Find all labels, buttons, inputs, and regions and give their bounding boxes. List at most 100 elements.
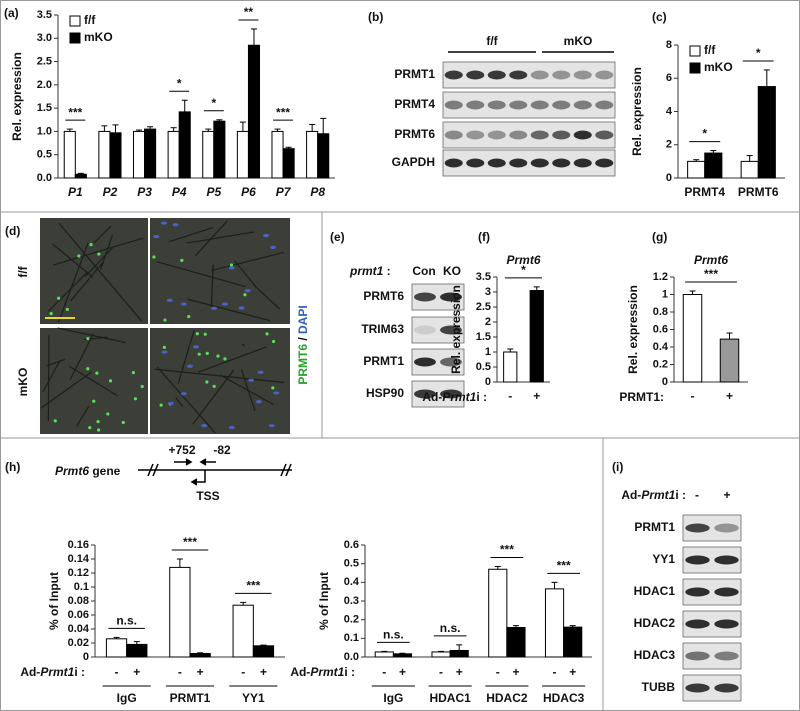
row-label: PRMT1 <box>394 67 435 81</box>
y-axis-label: % of Input <box>317 572 331 630</box>
bar <box>392 653 413 658</box>
cell-border <box>254 285 281 310</box>
error-bar <box>689 290 696 295</box>
prmt6-signal <box>108 379 113 383</box>
prmt6-signal <box>163 318 167 322</box>
band <box>487 158 506 168</box>
y-tick-label: 0.14 <box>68 553 90 565</box>
band <box>552 130 571 140</box>
bar <box>213 120 226 179</box>
nucleus <box>161 350 168 354</box>
prmt6-signal <box>86 367 90 371</box>
prmt6-signal <box>180 258 184 262</box>
cell-border <box>175 397 184 407</box>
error-bar <box>309 123 316 132</box>
stain-label: PRMT6 / DAPI <box>296 305 310 384</box>
x-tick-label: HDAC1 <box>429 691 471 705</box>
panel-label: (f) <box>478 230 490 244</box>
cell-border <box>177 330 195 385</box>
nucleus <box>228 266 235 270</box>
cell-border <box>241 343 246 347</box>
error-bar <box>507 348 514 352</box>
error-bar <box>456 644 463 651</box>
prmt6-signal <box>95 371 99 375</box>
bar <box>503 351 518 383</box>
condition-label: + <box>133 665 140 679</box>
band <box>530 100 549 110</box>
error-bar <box>381 650 388 652</box>
band <box>444 130 463 140</box>
y-tick-label: 0.5 <box>37 149 52 161</box>
error-bar <box>113 636 120 639</box>
prmt6-signal <box>272 339 276 344</box>
condition-label: - <box>553 665 557 679</box>
prmt6-signal <box>77 254 81 258</box>
bar <box>202 130 215 179</box>
bar <box>544 588 565 658</box>
legend-label: f/f <box>84 13 96 27</box>
y-tick-label: 0.5 <box>476 361 491 373</box>
y-axis-label: % of Input <box>47 572 61 630</box>
lane-label: Con <box>412 264 435 278</box>
error-bar <box>170 127 177 132</box>
bar <box>282 148 295 179</box>
prmt6-signal <box>92 399 96 403</box>
band <box>487 70 506 80</box>
y-tick-label: 0.6 <box>344 539 359 551</box>
cell-border <box>52 237 144 266</box>
prmt6-signal <box>229 263 234 267</box>
band <box>509 70 528 80</box>
error-bar <box>250 28 257 46</box>
nucleus <box>255 400 262 404</box>
bar <box>98 130 111 179</box>
stain: / <box>296 334 310 344</box>
nucleus <box>270 245 277 250</box>
y-tick-label: 0.2 <box>653 358 668 370</box>
row-label: PRMT6 <box>394 127 435 141</box>
bar <box>247 44 261 179</box>
bar <box>488 568 508 658</box>
error-bar <box>240 601 247 606</box>
x-tick-label: P3 <box>137 185 152 199</box>
x-tick-label: P4 <box>172 185 187 199</box>
y-tick-label: 1.2 <box>653 271 668 283</box>
row-label: TUBB <box>642 680 676 694</box>
error-bar <box>274 128 281 132</box>
cell-border <box>70 261 105 302</box>
panel-label: (b) <box>368 10 383 24</box>
cell-border <box>99 234 114 270</box>
label-part: Prmt1 <box>442 390 476 404</box>
y-tick-label: 0.06 <box>68 609 89 621</box>
panel-label: (d) <box>5 224 20 238</box>
treatment-label: Ad-Prmt1i : <box>621 488 686 502</box>
band <box>552 158 571 168</box>
nucleus <box>238 306 245 310</box>
condition-label: + <box>197 665 204 679</box>
y-axis-label: Rel. expression <box>449 285 463 374</box>
bar <box>167 130 180 179</box>
group-label: mKO <box>564 34 593 48</box>
bar <box>740 160 759 179</box>
x-tick-label: + <box>533 389 540 403</box>
treatment: i : <box>675 488 686 502</box>
row-label: mKO <box>16 368 30 397</box>
significance-label: * <box>521 263 526 277</box>
bar <box>374 651 394 658</box>
nucleus <box>257 370 264 374</box>
significance-label: *** <box>704 267 718 281</box>
prmt6-signal <box>57 296 61 300</box>
y-tick-label: 1 <box>662 288 668 300</box>
cell-border <box>68 365 118 397</box>
bar <box>449 649 469 658</box>
band <box>685 555 710 565</box>
nucleus <box>201 423 208 428</box>
treatment: Ad- <box>621 488 641 502</box>
significance-label: n.s. <box>383 628 404 642</box>
y-tick-label: 0.8 <box>653 306 668 318</box>
factor-label: prmt1 : <box>349 264 391 278</box>
gene-label: Prmt6 gene <box>55 464 121 478</box>
x-tick-label: P8 <box>310 185 325 199</box>
band <box>685 651 710 661</box>
error-bar <box>438 650 445 652</box>
micrograph <box>40 218 148 324</box>
